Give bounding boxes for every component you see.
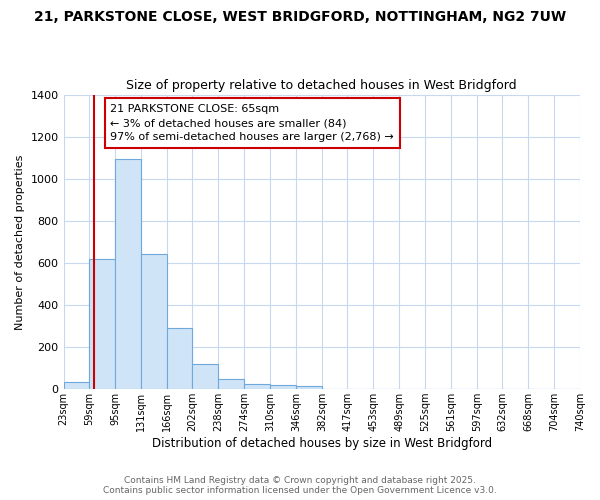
- Text: 21, PARKSTONE CLOSE, WEST BRIDGFORD, NOTTINGHAM, NG2 7UW: 21, PARKSTONE CLOSE, WEST BRIDGFORD, NOT…: [34, 10, 566, 24]
- X-axis label: Distribution of detached houses by size in West Bridgford: Distribution of detached houses by size …: [152, 437, 492, 450]
- Bar: [89, 258, 115, 389]
- Text: Contains HM Land Registry data © Crown copyright and database right 2025.
Contai: Contains HM Land Registry data © Crown c…: [103, 476, 497, 495]
- Y-axis label: Number of detached properties: Number of detached properties: [15, 154, 25, 330]
- Bar: [64, 382, 89, 389]
- Bar: [296, 386, 322, 389]
- Bar: [193, 364, 218, 389]
- Bar: [270, 386, 296, 389]
- Bar: [244, 384, 270, 389]
- Title: Size of property relative to detached houses in West Bridgford: Size of property relative to detached ho…: [127, 79, 517, 92]
- Bar: [115, 158, 142, 389]
- Bar: [167, 328, 193, 389]
- Bar: [218, 378, 244, 389]
- Bar: [142, 254, 167, 389]
- Text: 21 PARKSTONE CLOSE: 65sqm
← 3% of detached houses are smaller (84)
97% of semi-d: 21 PARKSTONE CLOSE: 65sqm ← 3% of detach…: [110, 104, 394, 142]
